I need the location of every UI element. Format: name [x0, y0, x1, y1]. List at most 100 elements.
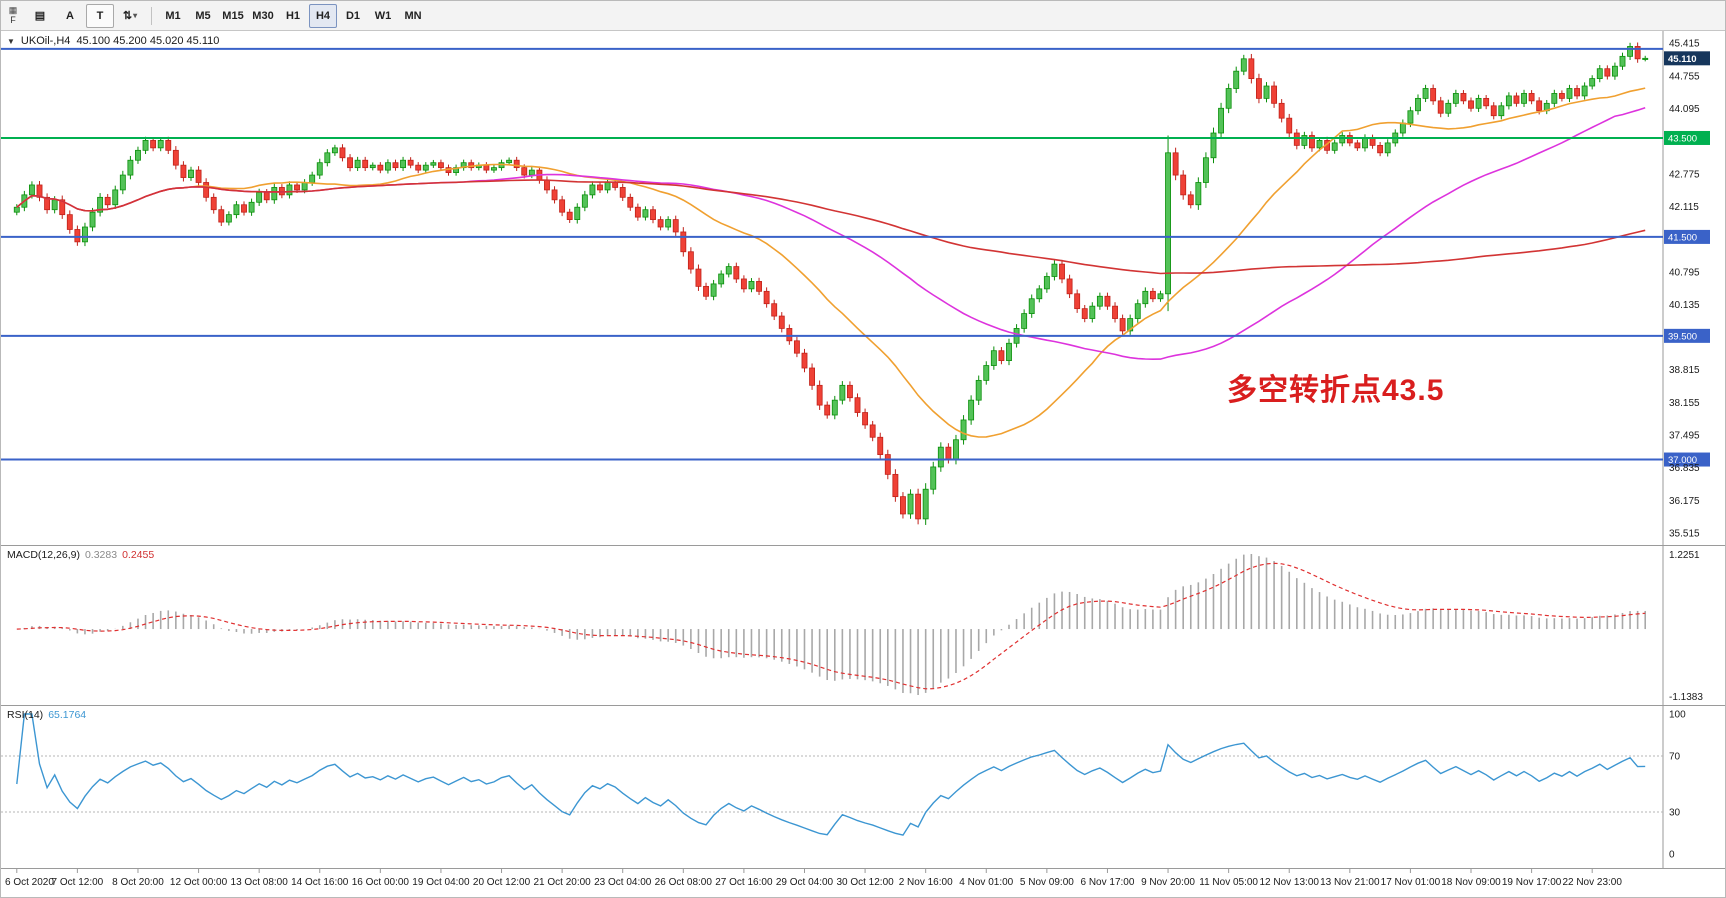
time-label-18: 6 Nov 17:00: [1080, 877, 1134, 888]
rsi-axis-70: 70: [1669, 752, 1681, 763]
time-label-5: 14 Oct 16:00: [291, 877, 349, 888]
time-label-14: 30 Oct 12:00: [836, 877, 894, 888]
timeframe-m1[interactable]: M1: [165, 9, 181, 22]
macd-axis-bottom: -1.1383: [1669, 692, 1703, 703]
time-label-24: 18 Nov 09:00: [1441, 877, 1501, 888]
time-label-17: 5 Nov 09:00: [1020, 877, 1074, 888]
symbol-name: UKOil-,H4: [20, 35, 71, 47]
chart-annotation: 多空转折点43.5: [1227, 374, 1445, 407]
timeframe-m15[interactable]: M15: [222, 9, 244, 22]
rsi-value: 65.1764: [48, 709, 87, 721]
symbol-ohlc: 45.100 45.200 45.020 45.110: [76, 35, 220, 47]
y-tick-36.835: 36.835: [1669, 463, 1700, 474]
timeframe-h4[interactable]: H4: [309, 3, 337, 28]
grid-icon[interactable]: ▦: [8, 5, 18, 15]
timeframe-d1[interactable]: D1: [345, 9, 361, 22]
collapse-icon[interactable]: ▼: [7, 36, 15, 46]
ma-120-line: [16, 179, 1646, 275]
chart-grid-icon[interactable]: ▤: [34, 10, 46, 22]
time-label-9: 21 Oct 20:00: [533, 877, 591, 888]
svg-text:43.500: 43.500: [1668, 133, 1697, 144]
macd-main-value: 0.3283: [84, 549, 118, 561]
time-label-7: 19 Oct 04:00: [412, 877, 470, 888]
timeframe-mn[interactable]: MN: [404, 9, 422, 22]
time-label-15: 2 Nov 16:00: [899, 877, 953, 888]
time-label-13: 29 Oct 04:00: [776, 877, 834, 888]
y-tick-35.515: 35.515: [1669, 529, 1700, 540]
time-label-2: 8 Oct 20:00: [112, 877, 164, 888]
y-tick-44.095: 44.095: [1669, 104, 1700, 115]
ma-24-line: [16, 87, 1646, 438]
y-tick-38.155: 38.155: [1669, 398, 1700, 409]
rsi-axis-100: 100: [1669, 710, 1686, 721]
timeframe-w1[interactable]: W1: [374, 9, 392, 22]
time-label-25: 19 Nov 17:00: [1502, 877, 1562, 888]
timeframe-m5[interactable]: M5: [195, 9, 211, 22]
toolbar-corner: ▦ F: [3, 5, 23, 26]
time-label-23: 17 Nov 01:00: [1381, 877, 1441, 888]
macd-signal-value: 0.2455: [122, 549, 155, 561]
y-tick-38.815: 38.815: [1669, 365, 1700, 376]
y-tick-40.135: 40.135: [1669, 300, 1700, 311]
toolbar: ▦ F ▤ A T ⇅ ▾ M1 M5 M15 M30 H1 H4 D1 W1 MN: [1, 1, 1725, 31]
ma-60-line: [16, 106, 1646, 361]
price-panel[interactable]: ▼ UKOil-,H4 45.100 45.200 45.020 45.110 …: [1, 31, 1725, 546]
price-badge-37.000: [1664, 452, 1710, 467]
y-tick-37.495: 37.495: [1669, 431, 1700, 442]
price-chart-canvas[interactable]: 43.500 41.500 39.500 37.000 45.415 44.755 44.0…: [1, 31, 1726, 545]
time-label-11: 26 Oct 08:00: [655, 877, 713, 888]
time-label-8: 20 Oct 12:00: [473, 877, 531, 888]
symbol-title: ▼ UKOil-,H4 45.100 45.200 45.020 45.110: [7, 35, 219, 47]
time-label-10: 23 Oct 04:00: [594, 877, 652, 888]
macd-canvas[interactable]: 1.2251 -1.1383: [1, 546, 1726, 705]
current-price-badge: [1664, 51, 1710, 66]
y-tick-40.795: 40.795: [1669, 267, 1700, 278]
rsi-panel[interactable]: RSI(14) 65.1764 70 30 100 0: [1, 706, 1725, 869]
y-tick-44.755: 44.755: [1669, 71, 1700, 82]
text-tool-button[interactable]: T: [86, 3, 114, 28]
macd-label: MACD(12,26,9) 0.3283 0.2455: [7, 549, 155, 561]
cursor-a-button[interactable]: A: [66, 9, 74, 22]
rsi-label: RSI(14) 65.1764: [7, 709, 87, 721]
timeframe-h1[interactable]: H1: [285, 9, 301, 22]
time-label-0: 6 Oct 2020: [5, 877, 54, 888]
y-tick-42.115: 42.115: [1669, 202, 1699, 213]
timeframe-m30[interactable]: M30: [252, 9, 274, 22]
time-label-4: 13 Oct 08:00: [231, 877, 289, 888]
time-label-22: 13 Nov 21:00: [1320, 877, 1380, 888]
svg-text:45.110: 45.110: [1668, 54, 1697, 65]
svg-text:37.000: 37.000: [1668, 455, 1697, 466]
y-tick-42.775: 42.775: [1669, 169, 1700, 180]
timeframe-buttons: M1 M5 M15 M30 H1 H4 D1 W1 MN: [158, 3, 428, 28]
time-label-6: 16 Oct 00:00: [352, 877, 410, 888]
macd-panel[interactable]: MACD(12,26,9) 0.3283 0.2455 1.2251 -1.1383: [1, 546, 1725, 706]
price-badge-39.500: [1664, 328, 1710, 343]
time-label-12: 27 Oct 16:00: [715, 877, 773, 888]
y-tick-36.175: 36.175: [1669, 496, 1700, 507]
macd-signal-line: [16, 562, 1646, 690]
rsi-line: [16, 713, 1646, 836]
time-label-3: 12 Oct 00:00: [170, 877, 228, 888]
rsi-axis-0: 0: [1669, 850, 1675, 861]
time-label-16: 4 Nov 01:00: [959, 877, 1013, 888]
svg-text:41.500: 41.500: [1668, 232, 1697, 243]
macd-axis-top: 1.2251: [1669, 550, 1700, 561]
svg-text:39.500: 39.500: [1668, 331, 1697, 342]
time-axis[interactable]: 6 Oct 2020 7 Oct 12:00 8 Oct 20:00 12 Oct 0…: [1, 869, 1725, 897]
time-label-19: 9 Nov 20:00: [1141, 877, 1195, 888]
order-arrows-button[interactable]: ⇅ ▾: [122, 10, 138, 22]
rsi-canvas[interactable]: 70 30 100 0: [1, 706, 1726, 868]
time-label-21: 12 Nov 13:00: [1259, 877, 1319, 888]
corner-f-label: F: [10, 15, 16, 25]
toolbar-left-buttons: ▤ A T ⇅ ▾: [25, 3, 145, 28]
macd-histogram: [23, 554, 1647, 695]
time-label-1: 7 Oct 12:00: [52, 877, 104, 888]
time-label-20: 11 Nov 05:00: [1199, 877, 1258, 888]
toolbar-separator: [151, 6, 152, 25]
price-badge-41.500: [1664, 229, 1710, 244]
price-badge-43.500: [1664, 130, 1710, 145]
rsi-axis-30: 30: [1669, 808, 1681, 819]
candles: [13, 42, 1649, 525]
